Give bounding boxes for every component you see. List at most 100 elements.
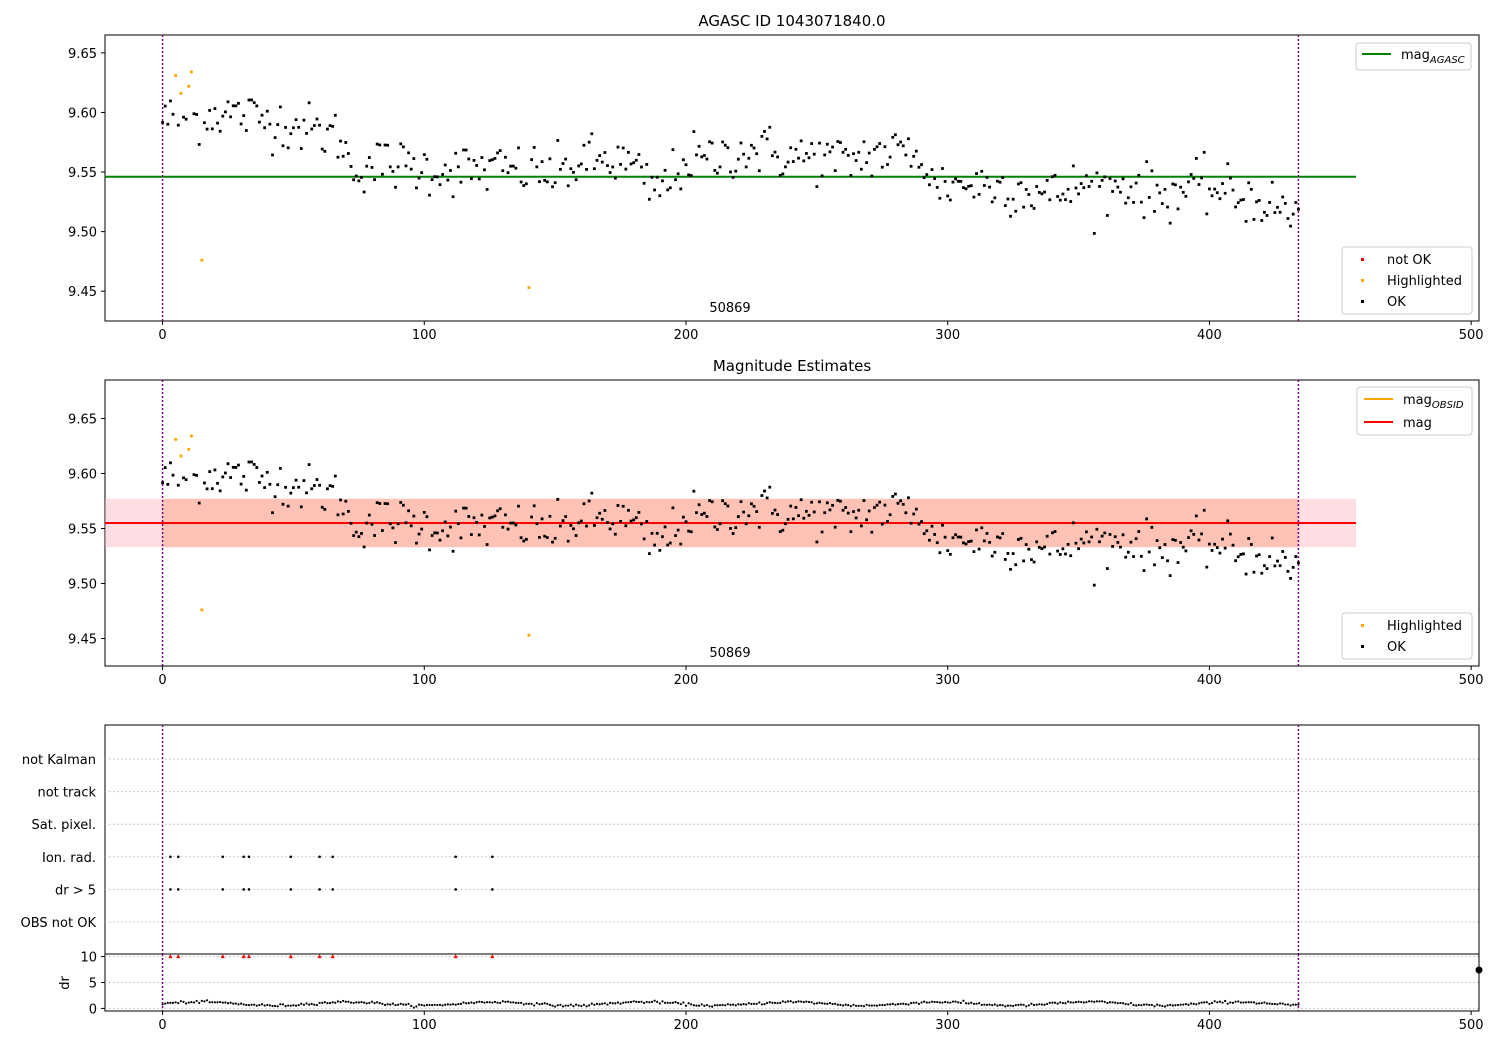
dr-point xyxy=(747,1002,750,1005)
dr-point xyxy=(1051,1001,1054,1004)
ok-point xyxy=(412,514,416,518)
ok-point xyxy=(647,552,651,556)
ok-point xyxy=(1069,200,1073,203)
dr-point xyxy=(260,1003,264,1006)
ok-point xyxy=(784,522,787,526)
dr-point xyxy=(1103,1000,1106,1003)
ok-point xyxy=(807,156,811,160)
ok-point xyxy=(763,130,766,133)
dr-point xyxy=(1213,1000,1216,1003)
dr-point xyxy=(807,1000,811,1004)
ok-point xyxy=(229,476,233,479)
ok-point xyxy=(598,511,602,515)
ok-point xyxy=(391,526,395,530)
agasc-panel: AGASC ID 1043071840.0 0 100 200 300 400 500 9.… xyxy=(68,12,1484,343)
magnitude-line-legend: magOBSID mag xyxy=(1356,386,1473,436)
dr-point xyxy=(1121,1002,1125,1005)
ok-point xyxy=(197,501,201,505)
ok-point xyxy=(538,535,541,539)
ok-point xyxy=(470,177,473,181)
ok-point xyxy=(435,175,439,179)
ok-point xyxy=(1103,175,1107,179)
ok-point xyxy=(1202,508,1206,512)
dr-point xyxy=(1237,1000,1240,1003)
ok-point xyxy=(456,522,460,526)
ok-point xyxy=(464,148,468,152)
flag-label: OBS not OK xyxy=(21,916,97,931)
dr-point xyxy=(1043,1003,1046,1006)
ok-point xyxy=(231,465,235,469)
ok-point xyxy=(1289,577,1292,580)
ok-point xyxy=(558,524,562,528)
ok-point xyxy=(1139,554,1143,558)
ok-point xyxy=(1281,195,1285,199)
ok-point xyxy=(441,529,445,533)
dr-point xyxy=(1292,1003,1295,1006)
ok-point xyxy=(1032,206,1036,210)
ok-point xyxy=(273,136,277,139)
dr-point xyxy=(446,1003,449,1006)
dr-point xyxy=(360,1001,363,1004)
ok-point xyxy=(833,525,837,529)
dr-point xyxy=(577,1004,580,1007)
ok-point xyxy=(443,163,447,167)
dr-point xyxy=(431,1004,434,1007)
dr-point xyxy=(1229,1001,1232,1004)
dr-point xyxy=(355,1001,358,1004)
dr-point xyxy=(1101,1000,1104,1003)
dr-point xyxy=(506,1000,510,1003)
ok-point xyxy=(849,530,853,534)
ok-point xyxy=(401,503,405,507)
ok-point xyxy=(234,466,238,469)
ok-point xyxy=(637,153,641,156)
ok-point xyxy=(938,551,942,555)
ok-point xyxy=(464,506,468,510)
dr-point xyxy=(1294,1003,1297,1006)
ok-point xyxy=(1043,545,1046,549)
ok-point xyxy=(271,511,274,515)
ok-point xyxy=(1226,519,1230,523)
ok-point xyxy=(250,460,253,464)
dr-point xyxy=(1210,1001,1214,1005)
ok-point xyxy=(1069,554,1073,558)
dr-point xyxy=(831,1002,834,1006)
ok-point xyxy=(1270,536,1274,540)
x-tick-label: 200 xyxy=(674,1018,699,1033)
ok-point xyxy=(184,478,188,482)
ok-point xyxy=(1194,514,1198,518)
dr-point xyxy=(310,1002,313,1006)
dr-point xyxy=(423,1004,426,1007)
dr-point xyxy=(865,1003,868,1006)
ok-point xyxy=(462,506,465,510)
dr-point xyxy=(394,1003,397,1007)
ok-point xyxy=(1189,529,1193,533)
dr-point xyxy=(438,1003,442,1006)
ok-point xyxy=(365,164,369,168)
dr-point xyxy=(721,1003,724,1007)
ok-point xyxy=(1137,173,1141,177)
dr-point xyxy=(800,1000,803,1003)
ok-point xyxy=(917,165,921,169)
ok-point xyxy=(223,471,227,475)
dr-point xyxy=(1148,1003,1151,1007)
ok-point xyxy=(378,502,382,505)
dr-point xyxy=(561,1005,565,1008)
ok-point xyxy=(394,185,397,189)
dr-point xyxy=(1273,1002,1276,1006)
highlighted-point xyxy=(174,438,178,441)
dr-point xyxy=(797,1000,800,1003)
ok-point xyxy=(1297,561,1300,565)
dr-point xyxy=(308,1003,311,1006)
dr-point xyxy=(436,1003,439,1007)
ok-point xyxy=(1257,199,1261,202)
legend-marker-highlighted xyxy=(1361,624,1364,627)
dr-point xyxy=(234,1002,237,1005)
ok-point xyxy=(1249,543,1253,546)
dr-point xyxy=(1153,1005,1156,1008)
ok-point xyxy=(223,110,227,114)
ok-point xyxy=(1265,214,1269,217)
ok-point xyxy=(417,532,421,536)
ok-point xyxy=(818,141,821,145)
dr-point xyxy=(828,1002,832,1005)
ok-point xyxy=(1111,544,1114,548)
